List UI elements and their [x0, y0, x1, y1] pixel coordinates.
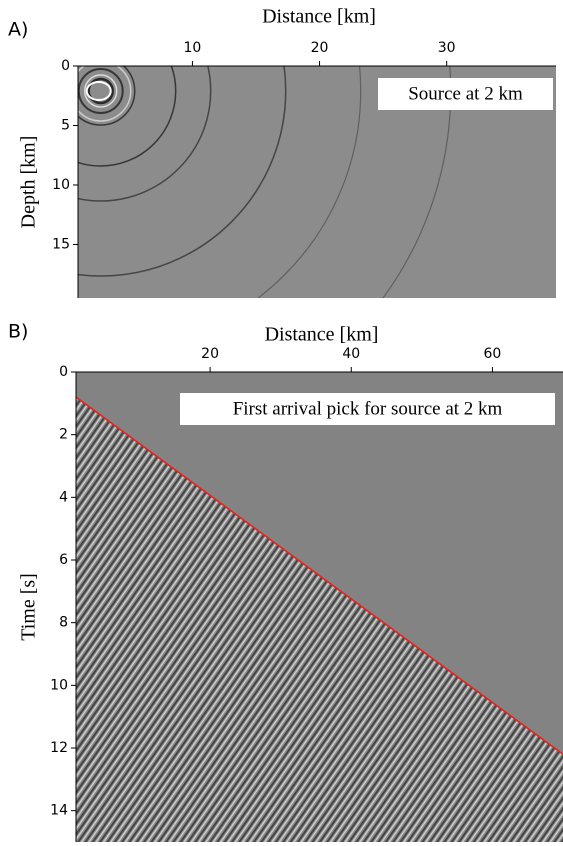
- x-tick-label: 30: [438, 40, 456, 56]
- x-tick-label: 40: [342, 346, 360, 362]
- wavefront: [256, 66, 362, 298]
- wavefront: [78, 66, 177, 167]
- wavefront: [83, 74, 118, 108]
- first-arrival-pick: [75, 396, 563, 755]
- panel-label: B): [8, 321, 28, 343]
- wavefront: [78, 66, 132, 122]
- annotation-box: [180, 393, 555, 425]
- wavefront: [85, 81, 112, 101]
- wavefront: [78, 68, 124, 114]
- gather: [76, 372, 563, 842]
- x-tick-label: 20: [201, 346, 219, 362]
- wavefront: [78, 66, 212, 202]
- annotation: First arrival pick for source at 2 km: [233, 398, 503, 419]
- x-axis-label: Distance [km]: [265, 324, 379, 346]
- arrivals-texture: [76, 397, 563, 842]
- x-tick-label: 10: [184, 40, 202, 56]
- y-tick-label: 14: [50, 803, 68, 819]
- y-tick-label: 10: [52, 177, 70, 193]
- wavefront: [87, 77, 114, 105]
- y-tick-label: 6: [59, 552, 68, 568]
- wavefront: [78, 66, 287, 277]
- y-tick-label: 0: [61, 58, 70, 74]
- y-tick-label: 10: [50, 677, 68, 693]
- y-tick-label: 2: [59, 427, 68, 443]
- y-tick-label: 15: [52, 236, 70, 252]
- y-tick-label: 4: [59, 489, 68, 505]
- x-tick-label: 60: [484, 346, 502, 362]
- panel-label: A): [8, 19, 28, 41]
- wavefront: [78, 66, 136, 126]
- x-tick-label: 20: [311, 40, 329, 56]
- x-axis-label: Distance [km]: [262, 6, 376, 28]
- y-tick-label: 8: [59, 615, 68, 631]
- y-axis-label: Depth [km]: [18, 136, 40, 229]
- y-tick-label: 12: [50, 740, 68, 756]
- annotation-box: [378, 78, 553, 110]
- y-axis-label: Time [s]: [18, 573, 40, 641]
- annotation: Source at 2 km: [408, 83, 523, 104]
- y-tick-label: 5: [61, 117, 70, 133]
- y-tick-label: 0: [59, 364, 68, 380]
